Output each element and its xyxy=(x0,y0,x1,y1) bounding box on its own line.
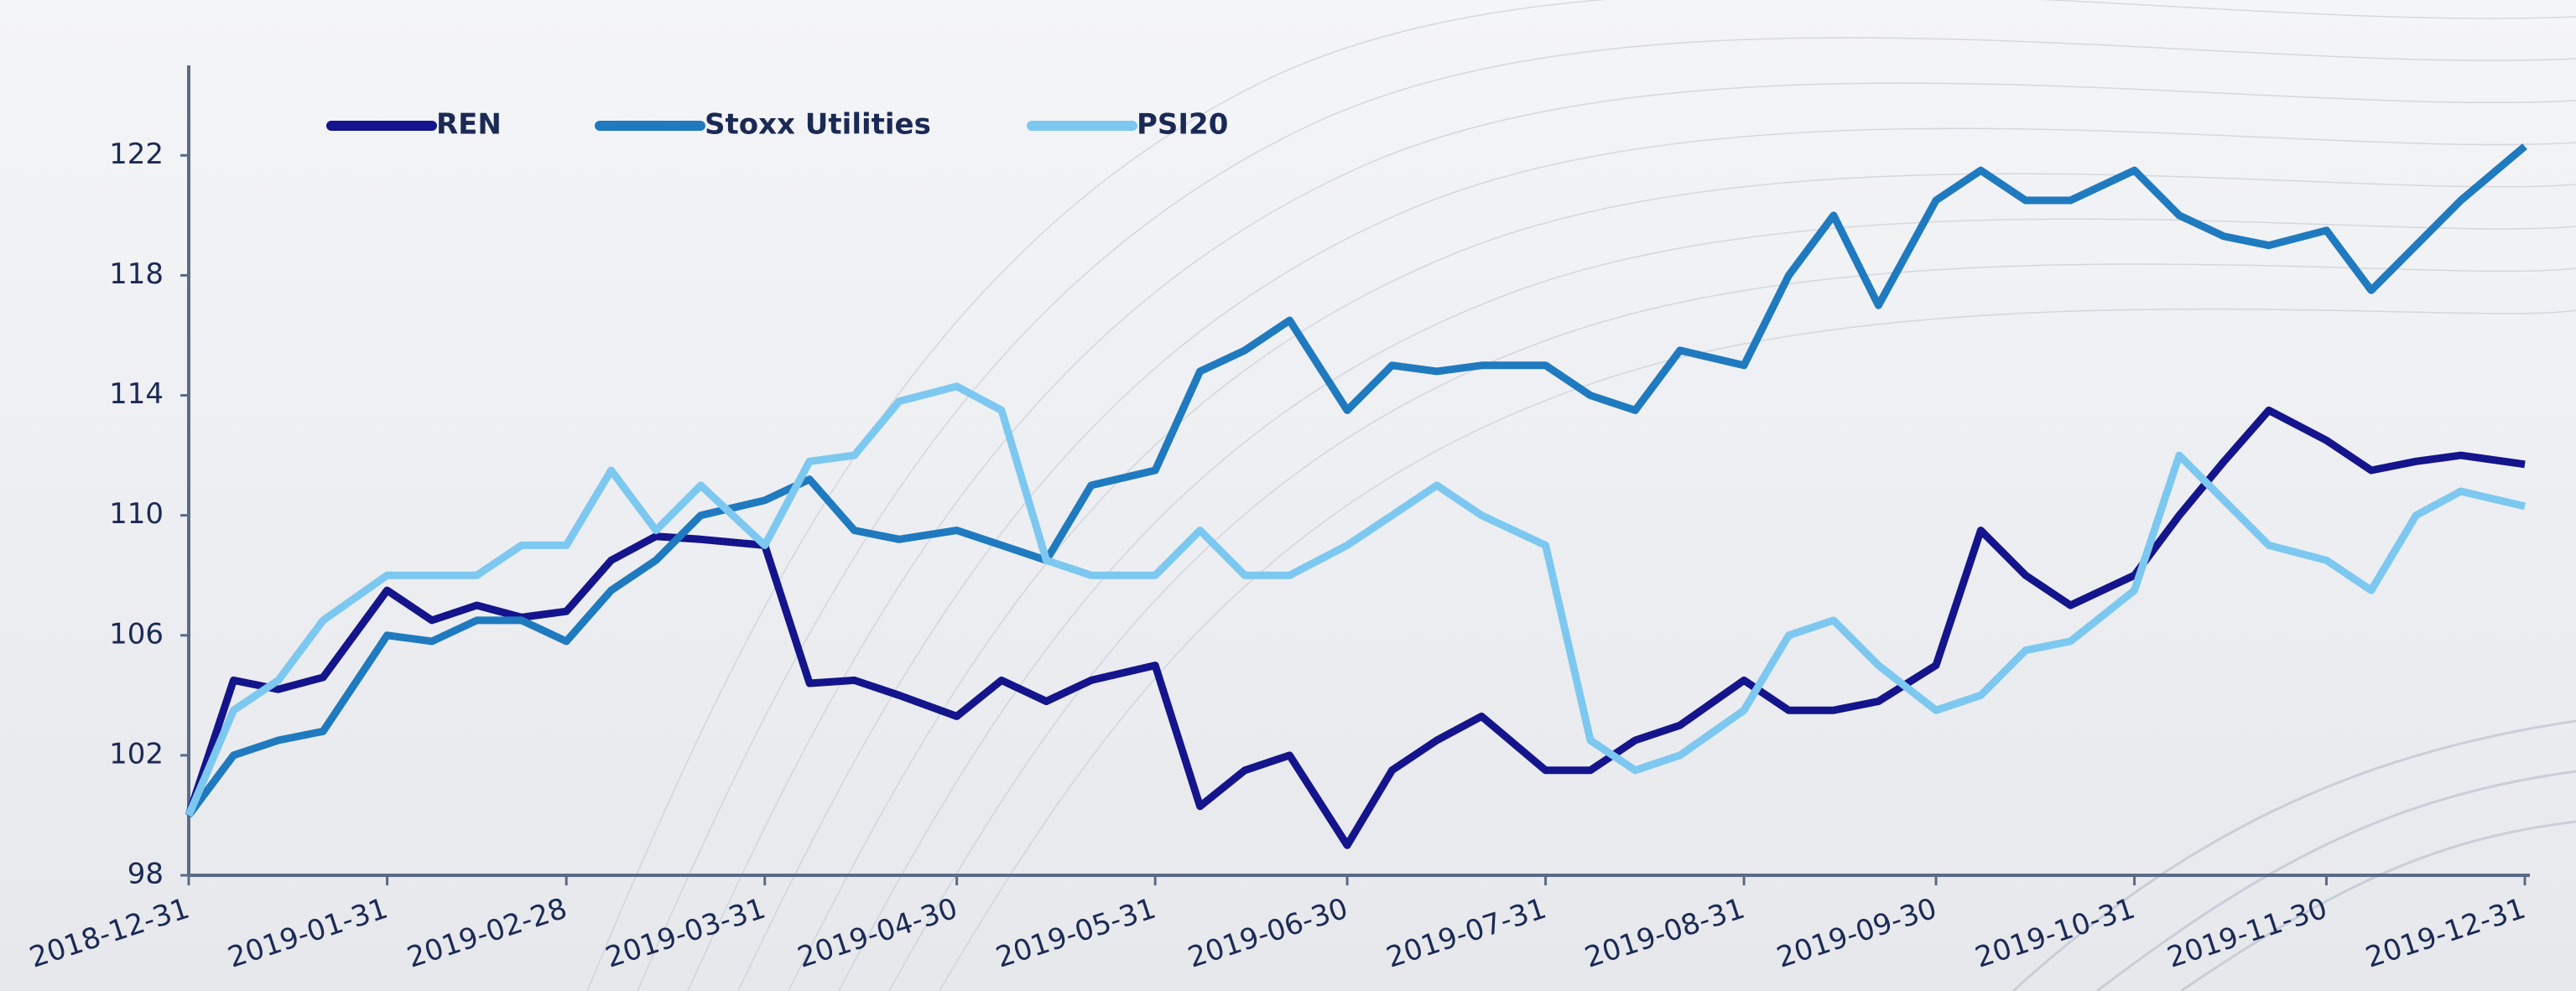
series-line xyxy=(185,382,2527,817)
series-line xyxy=(185,406,2526,849)
y-tick-label: 118 xyxy=(109,257,164,291)
decoration xyxy=(586,0,2576,991)
y-tick-label: 106 xyxy=(109,617,164,651)
legend-label: REN xyxy=(436,108,502,142)
y-tick-label: 114 xyxy=(109,377,164,411)
series-line xyxy=(185,143,2527,818)
y-tick-label: 102 xyxy=(109,737,164,770)
legend-label: PSI20 xyxy=(1137,108,1228,142)
y-tick-label: 122 xyxy=(109,137,164,171)
legend-label: Stoxx Utilities xyxy=(705,108,931,142)
y-tick-label: 110 xyxy=(109,497,164,531)
y-tick-label: 98 xyxy=(127,858,164,891)
